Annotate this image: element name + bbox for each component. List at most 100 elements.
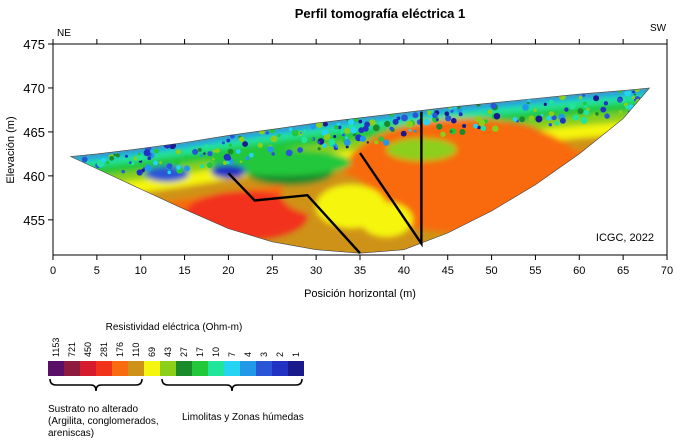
surface-speckle: [362, 125, 369, 132]
surface-speckle: [559, 117, 566, 124]
x-tick-label: 35: [354, 265, 366, 277]
x-tick-label: 45: [442, 265, 454, 277]
surface-speckle: [245, 156, 250, 161]
surface-speckle: [176, 165, 182, 170]
x-tick-label: 50: [485, 265, 497, 277]
surface-speckle: [329, 144, 333, 148]
surface-speckle: [429, 114, 433, 119]
surface-speckle: [413, 129, 417, 133]
surface-speckle: [200, 164, 205, 169]
surface-speckle: [603, 101, 609, 106]
surface-speckle: [445, 115, 452, 122]
surface-speckle: [342, 133, 345, 137]
surface-speckle: [153, 160, 158, 166]
colorbar-swatch: [112, 361, 128, 376]
surface-speckle: [392, 118, 399, 125]
surface-speckle: [632, 90, 635, 94]
surface-speckle: [340, 130, 344, 134]
x-tick-label: 60: [573, 265, 585, 277]
surface-speckle: [143, 149, 151, 157]
surface-speckle: [549, 99, 554, 105]
plot-area: 0 5 10 15 20 25 30 35 40 45 50 55 60 65 70 455 460 465 47…: [23, 37, 673, 277]
surface-speckle: [408, 129, 412, 132]
surface-speckle: [462, 124, 467, 128]
surface-speckle: [125, 154, 128, 158]
surface-speckle: [226, 155, 232, 161]
surface-speckle: [288, 127, 293, 132]
colorbar-tick-label: 110: [131, 343, 141, 357]
surface-speckle: [473, 123, 478, 129]
y-tick-label: 465: [23, 125, 45, 140]
colorbar-title: Resistividad eléctrica (Ohm-m): [106, 322, 243, 333]
surface-speckle: [317, 147, 321, 151]
surface-speckle: [451, 117, 457, 124]
surface-speckle: [572, 114, 579, 121]
surface-speckle: [335, 145, 339, 149]
y-tick-label: 475: [23, 37, 45, 52]
surface-speckle: [301, 136, 308, 144]
surface-speckle: [297, 147, 303, 153]
surface-speckle: [227, 148, 234, 155]
surface-speckle: [226, 160, 230, 165]
surface-speckle: [113, 153, 116, 157]
profile-outline: [69, 87, 651, 254]
resistivity-layer: [70, 88, 650, 162]
surface-speckle: [423, 118, 431, 126]
surface-speckle: [212, 149, 216, 153]
x-tick-label: 10: [135, 265, 147, 277]
x-axis-label: Posición horizontal (m): [304, 288, 416, 300]
colorbar-tick-label: 69: [147, 347, 157, 357]
surface-speckle: [490, 102, 497, 109]
surface-speckle: [412, 112, 419, 119]
surface-speckle: [359, 135, 366, 142]
colorbar-tick-label: 721: [67, 342, 77, 357]
surface-speckle: [328, 138, 336, 146]
fault-line: [359, 111, 423, 248]
surface-speckle: [583, 109, 590, 116]
y-axis-label: Elevación (m): [5, 116, 17, 183]
colorbar-tick-label: 2: [275, 352, 285, 357]
surface-speckle: [277, 133, 281, 137]
surface-speckle: [358, 119, 363, 124]
surface-speckle: [333, 135, 337, 138]
surface-speckle: [105, 160, 110, 165]
surface-speckle: [578, 96, 583, 100]
surface-speckle: [136, 169, 143, 176]
colorbar-swatch: [288, 361, 304, 376]
surface-speckle: [551, 115, 557, 121]
legend-group-substrate: Sustrato no alterado (Argilita, conglome…: [48, 404, 161, 439]
group-brace: [161, 378, 303, 392]
surface-speckle: [546, 115, 552, 121]
surface-speckle: [204, 144, 209, 148]
surface-speckle: [564, 107, 569, 112]
surface-speckle: [617, 97, 623, 103]
colorbar-swatch: [64, 361, 80, 376]
colorbar-tick-label: 1153: [51, 338, 61, 357]
surface-speckle: [347, 118, 354, 125]
colorbar-swatch: [80, 361, 96, 376]
surface-speckle: [226, 138, 231, 143]
surface-speckle: [343, 139, 351, 146]
colorbar-swatch: [160, 361, 176, 376]
surface-speckle: [444, 111, 450, 116]
resistivity-anomaly: [210, 149, 352, 176]
surface-speckle: [569, 103, 576, 110]
surface-speckle: [584, 105, 587, 109]
surface-speckle: [548, 111, 555, 117]
surface-speckle: [115, 153, 120, 158]
surface-speckle: [577, 108, 584, 115]
surface-speckle: [242, 141, 249, 147]
surface-speckle: [174, 159, 180, 165]
surface-speckle: [480, 125, 487, 132]
surface-speckle: [396, 116, 401, 121]
surface-speckle: [184, 165, 190, 172]
surface-speckle: [458, 112, 463, 117]
surface-speckle: [167, 170, 171, 175]
colorbar-tick-label: 4: [243, 352, 253, 357]
surface-speckle: [624, 89, 631, 97]
surface-speckle: [595, 112, 599, 116]
x-tick-label: 15: [178, 265, 190, 277]
colorbar-swatch: [144, 361, 160, 376]
surface-speckle: [192, 148, 199, 155]
x-axis-ticks: 0 5 10 15 20 25 30 35 40 45 50 55 60 65 70: [50, 255, 673, 277]
